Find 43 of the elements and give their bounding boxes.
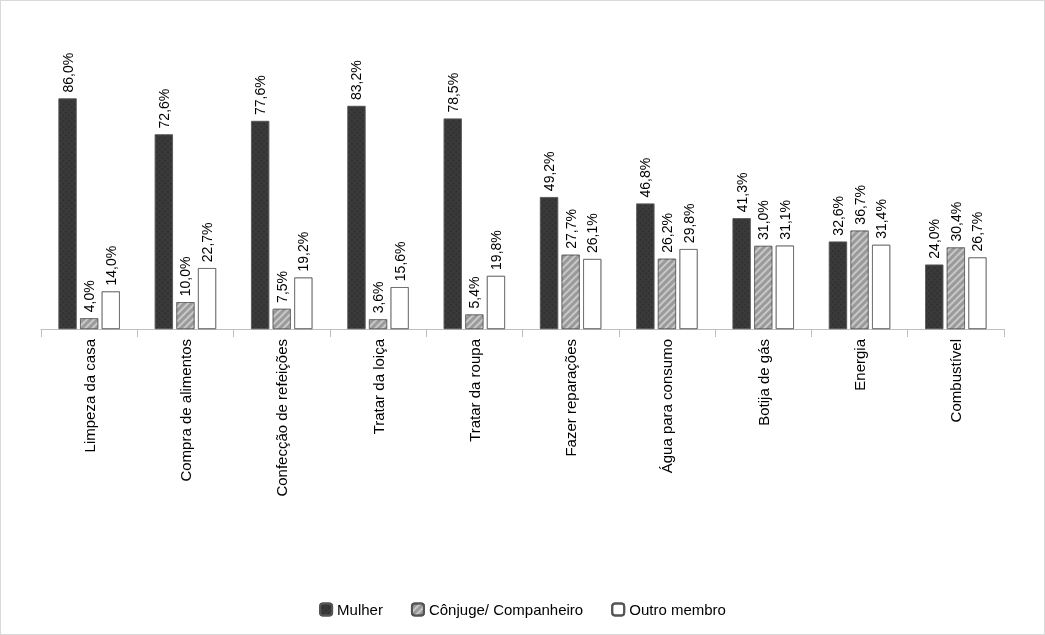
legend-label: Outro membro: [629, 601, 726, 618]
data-label: 26,7%: [969, 211, 986, 252]
data-label: 26,2%: [658, 213, 675, 253]
data-label: 19,2%: [295, 231, 312, 272]
data-label: 31,0%: [755, 200, 772, 240]
data-label: 86,0%: [59, 52, 76, 93]
x-tick-label: Botija de gás: [754, 339, 772, 426]
x-tick-label: Tratar da roupa: [465, 338, 483, 442]
data-label: 49,2%: [541, 151, 558, 192]
data-label: 72,6%: [155, 88, 172, 129]
data-label: 30,4%: [947, 201, 964, 242]
data-label: 31,1%: [776, 199, 793, 240]
data-label: 22,7%: [199, 222, 216, 263]
data-label: 19,8%: [487, 230, 504, 270]
data-label: 83,2%: [348, 60, 365, 101]
data-label: 26,1%: [584, 213, 601, 254]
legend-label: Mulher: [337, 601, 383, 618]
data-label: 77,6%: [252, 75, 269, 116]
x-tick-label: Água para consumo: [658, 339, 676, 474]
data-label: 36,7%: [851, 184, 868, 225]
data-label: 41,3%: [733, 172, 750, 213]
data-label: 24,0%: [926, 218, 943, 259]
data-label: 4,0%: [81, 280, 98, 313]
data-label: 32,6%: [829, 195, 846, 236]
data-label: 46,8%: [637, 157, 654, 198]
data-label: 29,8%: [680, 203, 697, 244]
data-label: 5,4%: [466, 276, 483, 309]
data-label: 27,7%: [562, 209, 579, 249]
x-tick-label: Energia: [851, 338, 869, 391]
x-tick-label: Tratar da loiça: [369, 338, 387, 435]
data-label: 31,4%: [873, 199, 890, 239]
data-label: 7,5%: [273, 270, 290, 303]
data-label: 10,0%: [177, 256, 194, 297]
data-label: 3,6%: [370, 281, 387, 314]
data-label: 78,5%: [444, 72, 461, 113]
x-tick-label: Fazer reparações: [562, 339, 580, 457]
data-label: 14,0%: [102, 245, 119, 286]
x-tick-label: Combustível: [947, 339, 965, 423]
data-label: 15,6%: [391, 241, 408, 282]
legend-label: Cônjuge/ Companheiro: [428, 601, 584, 618]
x-tick-label: Limpeza da casa: [80, 338, 98, 453]
x-tick-label: Confecção de refeições: [273, 339, 291, 497]
x-tick-label: Compra de alimentos: [176, 339, 194, 482]
